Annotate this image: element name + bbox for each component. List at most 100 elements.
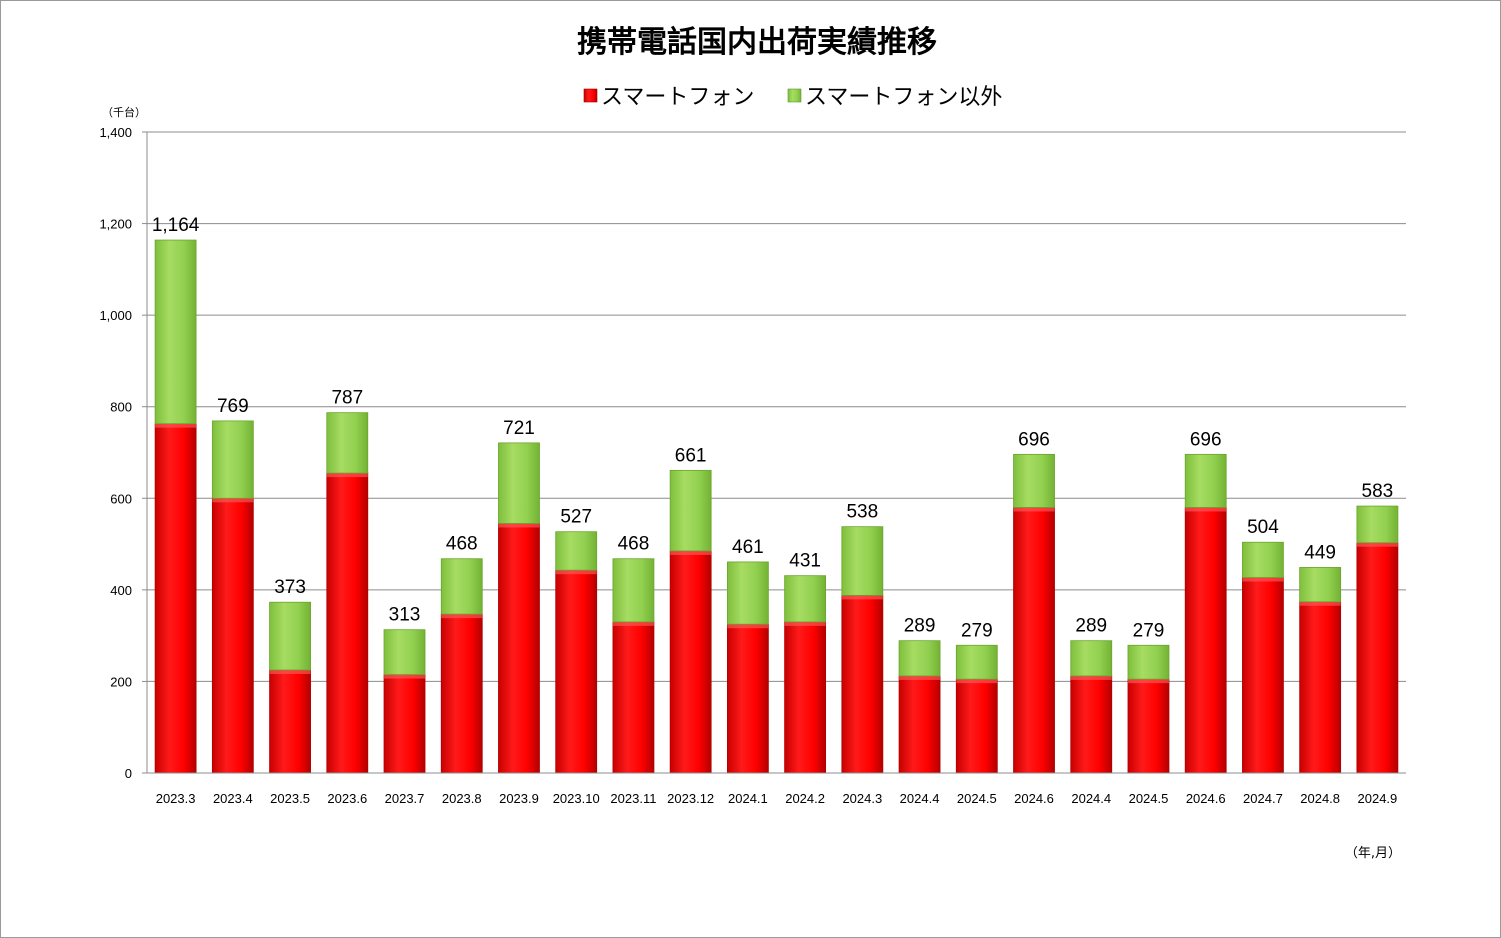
bar-smartphone xyxy=(211,497,254,774)
y-tick-label: 200 xyxy=(110,674,132,689)
x-axis-ticks: 2023.3 2023.4 2023.5 2023.6 2023.7 2023.8 2023… xyxy=(156,791,1398,806)
bar-smartphone xyxy=(841,594,884,774)
bar-smartphone xyxy=(784,621,827,774)
data-label-total: 504 xyxy=(1247,517,1279,538)
bar-top-highlight xyxy=(899,675,941,680)
data-label-total: 721 xyxy=(503,418,535,439)
x-axis-unit-label: （年,月） xyxy=(1345,846,1401,861)
bar-smartphone xyxy=(955,678,998,774)
bar-non-smartphone xyxy=(898,640,941,677)
bar-non-smartphone xyxy=(955,644,998,680)
bar-top-highlight xyxy=(1299,601,1341,606)
y-tick-label: 600 xyxy=(110,491,132,506)
bar-top-highlight xyxy=(784,621,826,626)
bar-smartphone xyxy=(1184,507,1227,774)
bar-smartphone xyxy=(440,613,483,774)
bar-top-highlight xyxy=(841,595,883,600)
bar-non-smartphone xyxy=(555,531,598,571)
bar-top-highlight xyxy=(1127,679,1169,684)
bar-top-highlight xyxy=(1013,507,1055,512)
bar-top-highlight xyxy=(384,674,426,679)
bar-smartphone xyxy=(669,550,712,774)
bar-top-highlight xyxy=(498,523,540,528)
y-tick-label: 400 xyxy=(110,583,132,598)
x-tick-label: 2024.9 xyxy=(1358,791,1398,806)
x-tick-label: 2024.5 xyxy=(957,791,997,806)
bar-non-smartphone xyxy=(383,629,426,675)
bar-non-smartphone xyxy=(269,601,311,671)
bar-smartphone xyxy=(555,569,598,774)
legend-label-non-smartphone: スマートフォン以外 xyxy=(805,85,1002,110)
y-tick-label: 1,400 xyxy=(99,125,132,140)
y-tick-label: 1,000 xyxy=(99,308,132,323)
bar-non-smartphone xyxy=(154,239,197,425)
bar-smartphone xyxy=(612,621,655,774)
data-label-total: 661 xyxy=(675,445,707,466)
y-tick-label: 800 xyxy=(110,400,132,415)
bar-smartphone xyxy=(154,423,197,774)
bar-non-smartphone xyxy=(1356,505,1399,544)
bar-non-smartphone xyxy=(440,558,483,615)
bar-smartphone xyxy=(1127,678,1170,774)
x-tick-label: 2024.5 xyxy=(1129,791,1169,806)
bar-top-highlight xyxy=(1356,542,1398,547)
bar-non-smartphone xyxy=(1242,541,1284,578)
data-label-total: 289 xyxy=(904,616,936,637)
bar-top-highlight xyxy=(326,473,368,478)
data-label-total: 527 xyxy=(560,507,592,528)
bar-non-smartphone xyxy=(1299,567,1342,603)
bar-smartphone xyxy=(726,623,769,774)
bar-top-highlight xyxy=(1070,675,1112,680)
x-tick-label: 2023.9 xyxy=(499,791,539,806)
bar-smartphone xyxy=(326,472,369,774)
x-tick-label: 2024.6 xyxy=(1186,791,1226,806)
x-tick-label: 2023.6 xyxy=(327,791,367,806)
y-tick-label: 1,200 xyxy=(99,217,132,232)
x-tick-label: 2023.12 xyxy=(667,791,714,806)
x-tick-label: 2023.5 xyxy=(270,791,310,806)
data-label-total: 461 xyxy=(732,537,764,558)
x-tick-label: 2023.10 xyxy=(553,791,600,806)
x-tick-label: 2023.3 xyxy=(156,791,196,806)
legend: スマートフォン スマートフォン以外 xyxy=(583,85,1002,110)
data-labels: 1,164 769 373 787 313 468 721 527 468 661 461 431 53… xyxy=(152,215,1393,641)
bar-top-highlight xyxy=(1242,577,1284,582)
bar-smartphone xyxy=(1013,507,1055,774)
bar-top-highlight xyxy=(670,550,712,555)
bar-non-smartphone xyxy=(841,526,884,596)
bar-non-smartphone xyxy=(1184,453,1227,508)
bars xyxy=(154,239,1399,774)
y-axis-ticks: 0 200 400 600 800 1,000 1,200 1,400 xyxy=(99,125,147,781)
data-label-total: 696 xyxy=(1190,429,1222,450)
bar-top-highlight xyxy=(441,614,483,619)
data-label-total: 538 xyxy=(846,502,878,523)
y-axis-unit-label: （千台） xyxy=(102,105,146,119)
x-tick-label: 2024.6 xyxy=(1014,791,1054,806)
bar-smartphone xyxy=(383,674,426,774)
data-label-total: 279 xyxy=(1133,620,1165,641)
x-tick-label: 2023.8 xyxy=(442,791,482,806)
bar-non-smartphone xyxy=(326,412,369,474)
bar-top-highlight xyxy=(555,570,597,575)
x-tick-label: 2024.1 xyxy=(728,791,768,806)
x-tick-label: 2024.8 xyxy=(1300,791,1340,806)
bar-non-smartphone xyxy=(498,442,540,524)
bar-non-smartphone xyxy=(1013,453,1055,508)
bar-non-smartphone xyxy=(784,575,827,623)
bar-smartphone xyxy=(1070,675,1113,774)
data-label-total: 431 xyxy=(789,551,821,572)
x-tick-label: 2024.4 xyxy=(900,791,940,806)
y-tick-label: 0 xyxy=(125,766,132,781)
bar-smartphone xyxy=(269,669,311,774)
bar-top-highlight xyxy=(956,679,998,684)
data-label-total: 468 xyxy=(446,534,478,555)
x-tick-label: 2023.11 xyxy=(610,791,656,806)
legend-swatch-non-smartphone xyxy=(787,88,802,103)
bar-non-smartphone xyxy=(612,558,655,623)
data-label-total: 373 xyxy=(274,577,306,598)
legend-swatch-smartphone xyxy=(583,88,598,103)
x-tick-label: 2023.4 xyxy=(213,791,253,806)
x-tick-label: 2023.7 xyxy=(385,791,425,806)
data-label-total: 696 xyxy=(1018,429,1050,450)
